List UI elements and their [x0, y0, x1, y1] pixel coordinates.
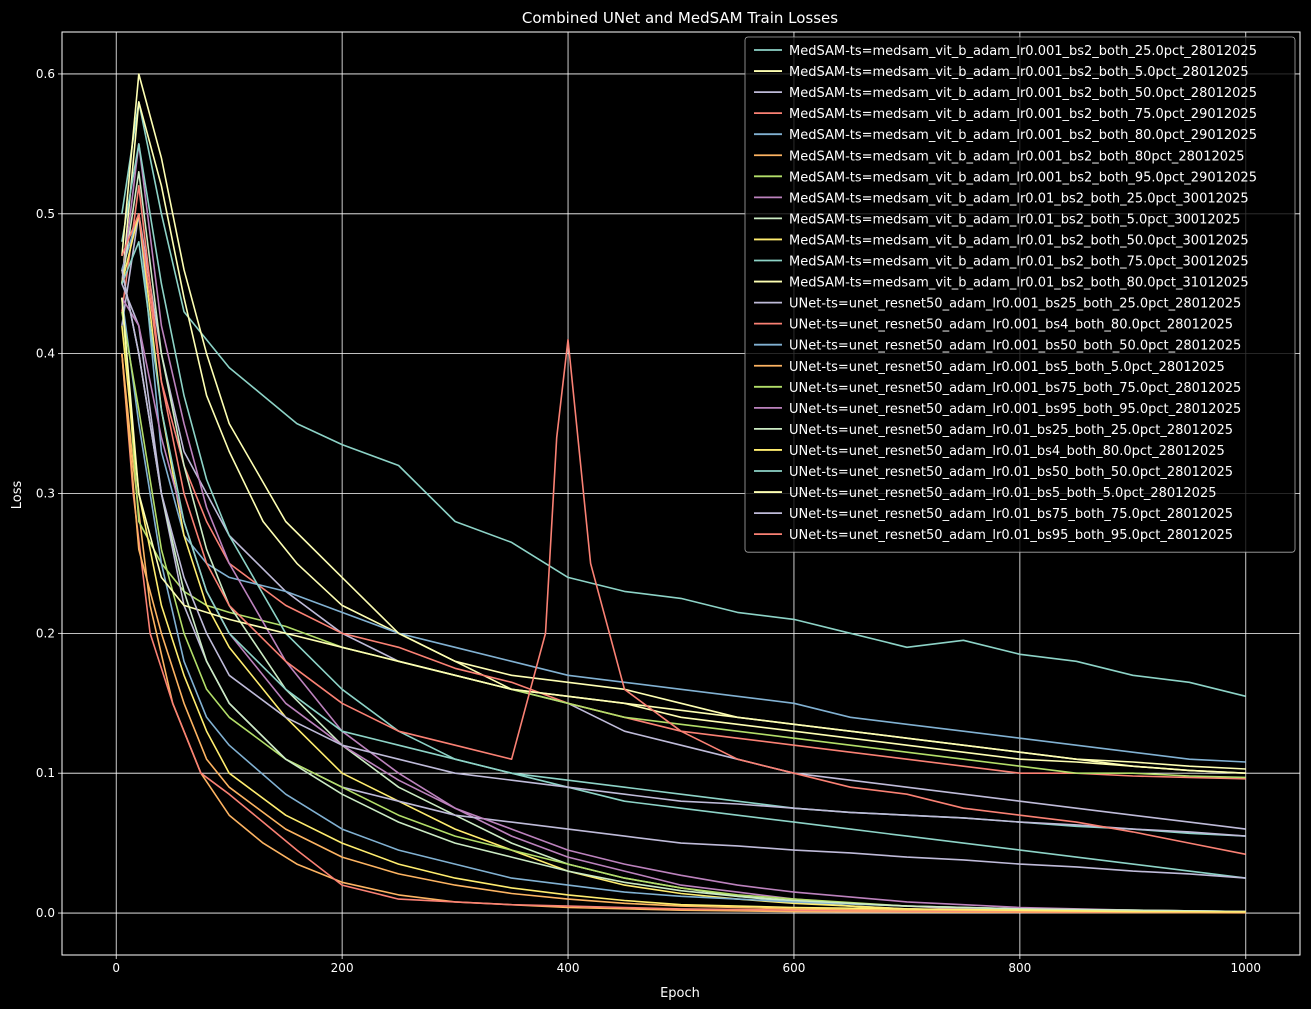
legend-entry: UNet-ts=unet_resnet50_adam_lr0.001_bs95_…: [789, 402, 1241, 417]
x-tick-label: 800: [1008, 961, 1031, 975]
legend-entry: UNet-ts=unet_resnet50_adam_lr0.001_bs4_b…: [789, 318, 1233, 333]
series-line-0: [121, 101, 1246, 698]
legend-entry: MedSAM-ts=medsam_vit_b_adam_lr0.001_bs2_…: [789, 107, 1257, 122]
legend-entry: MedSAM-ts=medsam_vit_b_adam_lr0.001_bs2_…: [789, 170, 1257, 185]
x-tick-label: 400: [557, 961, 580, 975]
legend-entry: UNet-ts=unet_resnet50_adam_lr0.01_bs5_bo…: [789, 486, 1217, 501]
legend-entry: MedSAM-ts=medsam_vit_b_adam_lr0.01_bs2_b…: [789, 233, 1249, 248]
y-tick-label: 0.3: [36, 487, 55, 501]
legend: MedSAM-ts=medsam_vit_b_adam_lr0.001_bs2_…: [744, 36, 1296, 553]
y-tick-label: 0.0: [36, 906, 55, 920]
x-tick-label: 1000: [1231, 961, 1262, 975]
chart-title: Combined UNet and MedSAM Train Losses: [522, 9, 838, 27]
series-line-18: [121, 269, 1246, 913]
legend-entry: MedSAM-ts=medsam_vit_b_adam_lr0.001_bs2_…: [789, 128, 1257, 143]
legend-entry: MedSAM-ts=medsam_vit_b_adam_lr0.001_bs2_…: [789, 44, 1257, 59]
series-line-19: [121, 325, 1246, 913]
x-tick-label: 600: [783, 961, 806, 975]
series-line-2: [121, 213, 1246, 830]
legend-entry: MedSAM-ts=medsam_vit_b_adam_lr0.01_bs2_b…: [789, 212, 1240, 227]
series-line-10: [121, 143, 1246, 879]
legend-entry: MedSAM-ts=medsam_vit_b_adam_lr0.01_bs2_b…: [789, 191, 1249, 206]
series-line-22: [121, 269, 1246, 837]
legend-entry: UNet-ts=unet_resnet50_adam_lr0.001_bs25_…: [789, 297, 1241, 312]
y-tick-label: 0.6: [36, 67, 55, 81]
legend-entry: UNet-ts=unet_resnet50_adam_lr0.01_bs95_b…: [789, 528, 1233, 543]
x-tick-label: 0: [112, 961, 120, 975]
legend-entry: MedSAM-ts=medsam_vit_b_adam_lr0.01_bs2_b…: [789, 255, 1249, 270]
legend-entry: UNet-ts=unet_resnet50_adam_lr0.01_bs25_b…: [789, 423, 1233, 438]
series-line-6: [121, 297, 1246, 779]
y-tick-label: 0.5: [36, 207, 55, 221]
y-axis-label: Loss: [10, 481, 25, 510]
y-tick-label: 0.4: [36, 347, 55, 361]
axis-ticks: 0 200 400 600 800 1000 0.0 0.1 0.2 0.3 0.4 0.5 0.6: [36, 67, 1261, 975]
legend-entry: UNet-ts=unet_resnet50_adam_lr0.001_bs75_…: [789, 381, 1241, 396]
y-tick-label: 0.1: [36, 766, 55, 780]
legend-entry: UNet-ts=unet_resnet50_adam_lr0.01_bs4_bo…: [789, 444, 1225, 459]
series-line-4: [121, 213, 1246, 763]
legend-entry: UNet-ts=unet_resnet50_adam_lr0.01_bs50_b…: [789, 465, 1233, 480]
legend-entry: MedSAM-ts=medsam_vit_b_adam_lr0.01_bs2_b…: [789, 276, 1249, 291]
series-line-21: [121, 297, 1246, 770]
y-tick-label: 0.2: [36, 626, 55, 640]
x-axis-label: Epoch: [660, 986, 700, 1001]
legend-entry: UNet-ts=unet_resnet50_adam_lr0.001_bs5_b…: [789, 360, 1225, 375]
series-line-5: [121, 353, 1246, 914]
legend-entry: MedSAM-ts=medsam_vit_b_adam_lr0.001_bs2_…: [789, 86, 1257, 101]
series-line-23: [121, 213, 1246, 856]
legend-entry: UNet-ts=unet_resnet50_adam_lr0.01_bs75_b…: [789, 507, 1233, 522]
x-tick-label: 200: [331, 961, 354, 975]
series-lines: [121, 73, 1246, 914]
legend-box: [744, 36, 1296, 553]
series-line-15: [121, 353, 1246, 913]
legend-entry: MedSAM-ts=medsam_vit_b_adam_lr0.001_bs2_…: [789, 149, 1245, 164]
legend-entry: MedSAM-ts=medsam_vit_b_adam_lr0.001_bs2_…: [789, 65, 1249, 80]
legend-entry: UNet-ts=unet_resnet50_adam_lr0.001_bs50_…: [789, 339, 1241, 354]
